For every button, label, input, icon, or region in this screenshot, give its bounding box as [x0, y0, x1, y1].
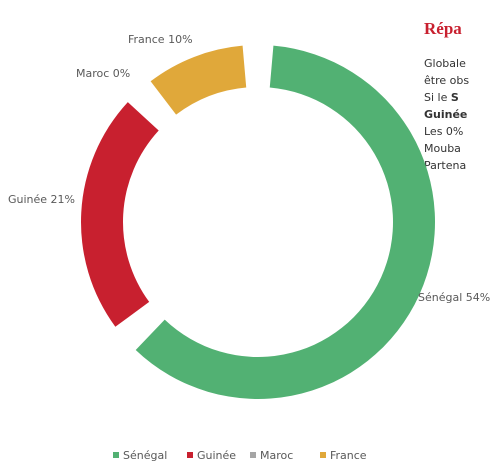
panel-bold: S: [451, 91, 459, 104]
legend-swatch: [320, 452, 326, 458]
panel-line: Guinée: [424, 108, 467, 121]
data-label: Maroc 0%: [76, 67, 130, 80]
donut-slice: [150, 45, 247, 115]
legend-label: Sénégal: [123, 449, 167, 462]
panel-line: Mouba: [424, 142, 461, 155]
panel-text: Si le: [424, 91, 451, 104]
data-label: France 10%: [128, 33, 193, 46]
legend-swatch: [250, 452, 256, 458]
donut-slice: [135, 45, 436, 400]
panel-line: Partena: [424, 159, 466, 172]
legend-swatch: [113, 452, 119, 458]
panel-line: Les 0%: [424, 125, 463, 138]
panel-line: être obs: [424, 74, 469, 87]
legend-swatch: [187, 452, 193, 458]
panel-line: Si le S: [424, 91, 459, 104]
legend-label: Guinée: [197, 449, 236, 462]
data-label: Sénégal 54%: [418, 291, 490, 304]
legend-label: France: [330, 449, 367, 462]
data-label: Guinée 21%: [8, 193, 75, 206]
donut-slice: [80, 102, 159, 327]
panel-heading: Répa: [424, 19, 462, 38]
panel-line: Globale: [424, 57, 466, 70]
legend-label: Maroc: [260, 449, 293, 462]
